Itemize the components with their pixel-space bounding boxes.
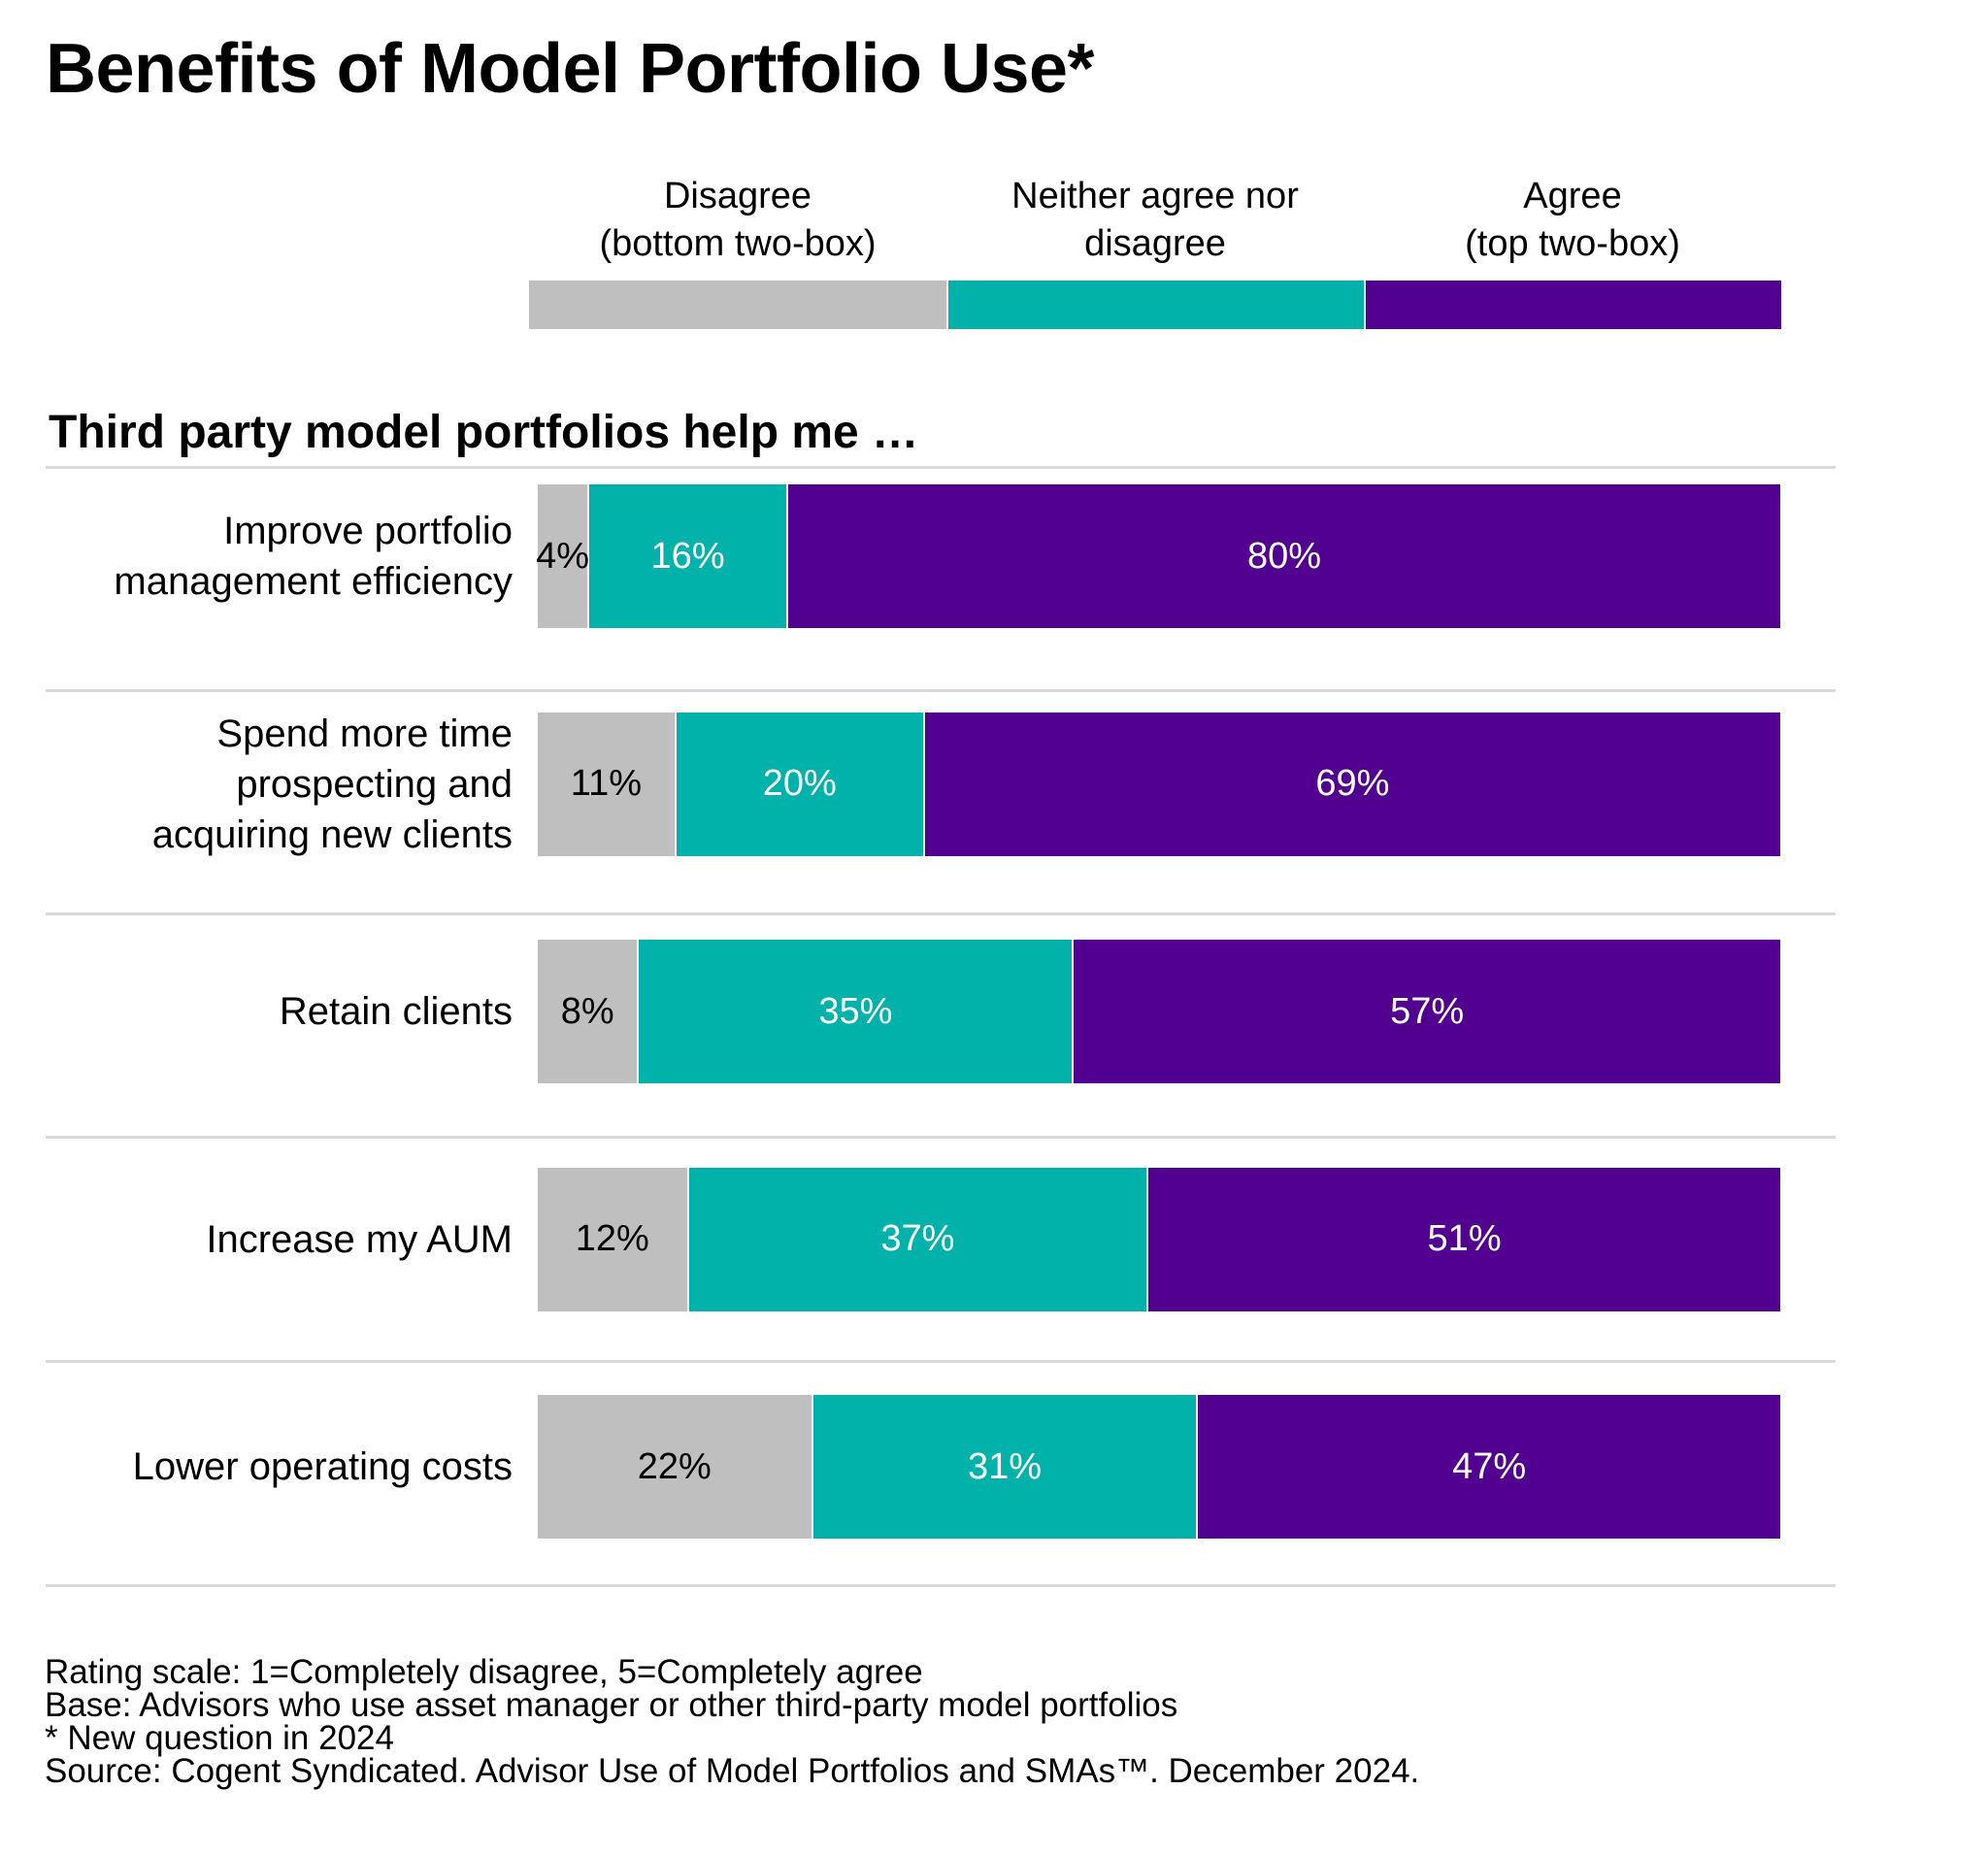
data-label: 57%: [1390, 990, 1465, 1032]
bar-segment: 20%: [676, 712, 923, 856]
row-separator: [46, 1136, 1836, 1139]
data-label: 35%: [818, 990, 893, 1032]
data-label: 37%: [880, 1218, 955, 1259]
chart-subtitle: Third party model portfolios help me …: [49, 407, 919, 458]
data-label: 51%: [1427, 1218, 1502, 1259]
legend-label-line: (top two-box): [1465, 223, 1680, 264]
data-label: 12%: [575, 1218, 649, 1259]
category-label-line: Retain clients: [279, 990, 513, 1033]
data-label: 31%: [967, 1445, 1043, 1487]
data-label: 20%: [762, 763, 837, 804]
category-label: Spend more time prospecting and acquiring …: [0, 703, 513, 866]
data-label: 47%: [1452, 1445, 1527, 1487]
legend-swatch: [529, 281, 946, 329]
category-label: Improve portfolio management efficiency: [0, 475, 513, 638]
footer-notes: Rating scale: 1=Completely disagree, 5=C…: [45, 1653, 1420, 1790]
data-label: 4%: [536, 535, 590, 577]
category-label-line: Increase my AUM: [206, 1217, 513, 1261]
row-separator: [46, 1360, 1836, 1363]
bar-segment: 80%: [788, 484, 1780, 628]
legend-swatch: [948, 281, 1364, 329]
data-label: 8%: [560, 990, 614, 1032]
row-separator: [46, 912, 1836, 915]
data-label: 69%: [1315, 763, 1390, 804]
data-label: 22%: [637, 1445, 712, 1487]
bar-segment: 11%: [538, 712, 675, 856]
bar-segment: 22%: [538, 1395, 812, 1539]
category-label: Retain clients: [0, 930, 513, 1093]
category-label-line: Improve portfolio: [223, 510, 513, 552]
footer-rating-scale: Rating scale: 1=Completely disagree, 5=C…: [45, 1653, 923, 1691]
bar-segment: 51%: [1148, 1167, 1780, 1311]
category-label-line: acquiring new clients: [151, 812, 513, 856]
footer-base: Base: Advisors who use asset manager or …: [45, 1686, 1178, 1724]
bar-segment: 4%: [536, 484, 590, 628]
category-label-line: Lower operating costs: [132, 1445, 513, 1488]
category-label: Increase my AUM: [0, 1158, 513, 1321]
legend-label-line: Disagree: [663, 176, 812, 216]
legend-label: Neither agree nor disagree: [946, 173, 1364, 268]
footer-new-question: * New question in 2024: [45, 1719, 394, 1757]
bar-segment: 12%: [538, 1167, 687, 1311]
bar-segment: 57%: [1074, 940, 1780, 1083]
category-label-line: Spend more time: [216, 712, 513, 755]
bar-segment: 16%: [589, 484, 786, 628]
legend-label: Disagree (bottom two-box): [529, 173, 946, 268]
legend-label-line: Agree: [1523, 176, 1622, 216]
category-label-line: prospecting and: [236, 762, 513, 806]
category-label-line: management efficiency: [114, 560, 513, 603]
data-label: 16%: [650, 535, 725, 577]
data-label: 11%: [570, 763, 643, 804]
legend-label: Agree (top two-box): [1364, 173, 1781, 268]
legend-label-line: (bottom two-box): [599, 223, 877, 264]
bar-segment: 69%: [924, 712, 1780, 856]
bar-segment: 35%: [639, 940, 1073, 1083]
bar-segment: 8%: [538, 940, 638, 1083]
category-label: Lower operating costs: [0, 1385, 513, 1548]
row-separator: [46, 466, 1836, 469]
row-separator: [46, 689, 1836, 692]
footer-source: Source: Cogent Syndicated. Advisor Use o…: [45, 1752, 1420, 1790]
data-label: 80%: [1246, 535, 1322, 577]
bar-segment: 47%: [1198, 1395, 1780, 1539]
legend-label-line: Neither agree nor: [1011, 176, 1299, 216]
legend-swatch: [1366, 281, 1781, 329]
bar-segment: 31%: [812, 1395, 1197, 1539]
chart-title: Benefits of Model Portfolio Use*: [46, 30, 1095, 108]
bar-segment: 37%: [688, 1167, 1147, 1311]
row-separator: [46, 1584, 1836, 1587]
legend-label-line: disagree: [1084, 223, 1226, 264]
